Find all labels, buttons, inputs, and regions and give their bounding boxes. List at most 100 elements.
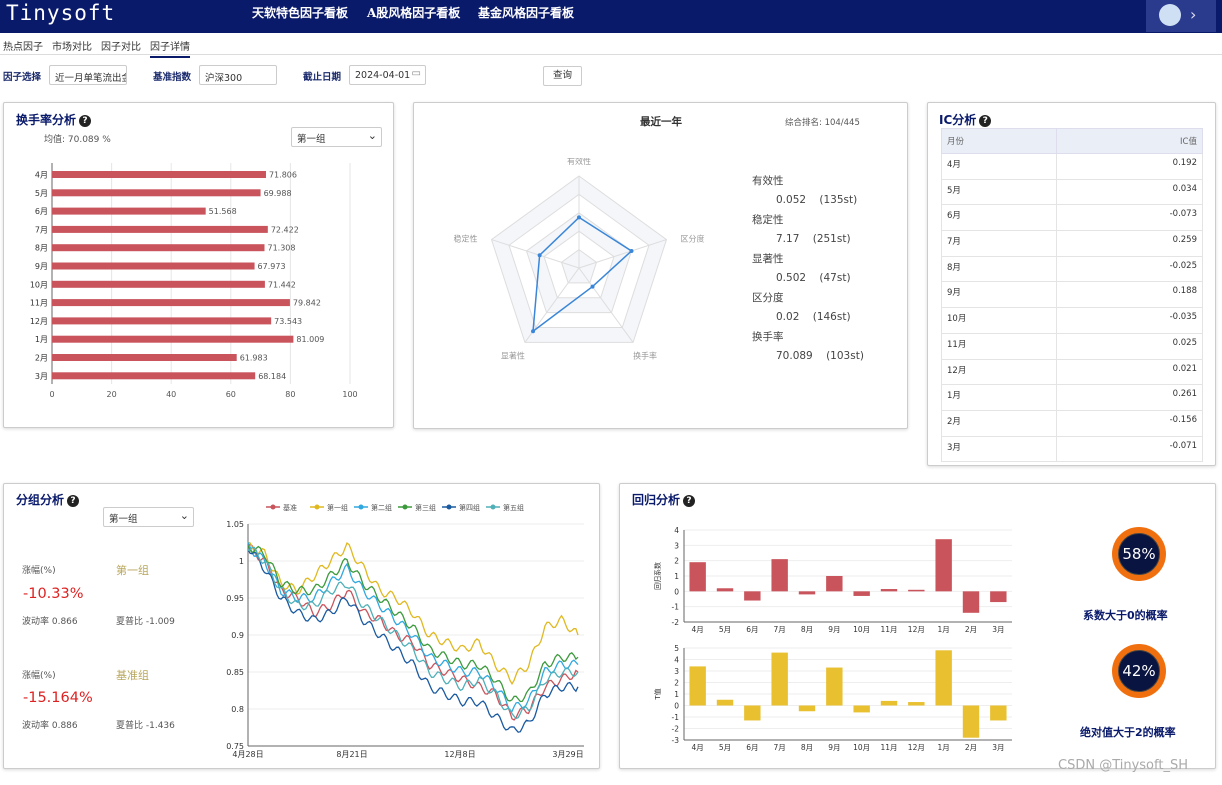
table-row: 11月 0.025 bbox=[940, 332, 1203, 360]
tab-factor-detail[interactable]: 因子详情 bbox=[150, 38, 190, 58]
x-tick-label: 100 bbox=[342, 390, 357, 399]
bar bbox=[798, 705, 816, 712]
y-tick-label: -1 bbox=[672, 713, 680, 722]
y-tick-label: 3 bbox=[674, 667, 679, 676]
x-tick-label: 11月 bbox=[880, 743, 897, 752]
table-row: 10月 -0.035 bbox=[940, 307, 1203, 334]
y-tick-label: 0 bbox=[674, 702, 679, 711]
group-title: 分组分析? bbox=[16, 491, 80, 508]
nav-tab-fund-style[interactable]: 基金风格因子看板 bbox=[478, 6, 575, 20]
turnover-group-select[interactable]: 第一组 ⌄ bbox=[291, 127, 382, 147]
tab-hot-factors[interactable]: 热点因子 bbox=[3, 42, 43, 53]
factor-input[interactable]: 近一月单笔流出金额占比 bbox=[49, 65, 127, 85]
radar-axis-label: 显著性 bbox=[501, 350, 525, 360]
axis-label: T值 bbox=[653, 688, 662, 700]
prob-abs2-value: 42% bbox=[1118, 650, 1160, 692]
chevron-right-icon[interactable]: › bbox=[1190, 5, 1197, 24]
y-tick-label: -1 bbox=[672, 603, 680, 612]
bar bbox=[52, 225, 268, 233]
nav-tab-tinysoft-factors[interactable]: 天软特色因子看板 bbox=[252, 6, 349, 20]
y-tick-label: 1.05 bbox=[226, 520, 244, 529]
date-value: 2024-04-01 bbox=[355, 70, 411, 81]
help-icon[interactable]: ? bbox=[67, 495, 80, 507]
x-tick-label: 8月 bbox=[801, 743, 813, 752]
ic-month-cell: 11月 bbox=[940, 332, 1058, 360]
radar-spoke bbox=[491, 239, 580, 269]
nav-tab-a-share-style[interactable]: A股风格因子看板 bbox=[367, 6, 461, 20]
query-button[interactable]: 查询 bbox=[543, 66, 582, 86]
date-label: 截止日期 bbox=[303, 72, 342, 83]
calendar-icon[interactable]: ▭ bbox=[411, 68, 421, 79]
ic-month-cell: 4月 bbox=[940, 153, 1058, 180]
metric-value: 70.089 (103st) bbox=[776, 350, 864, 362]
bar bbox=[935, 539, 952, 592]
data-label: 71.442 bbox=[268, 280, 296, 289]
help-icon[interactable]: ? bbox=[683, 495, 696, 507]
radar-axis-label: 区分度 bbox=[680, 234, 704, 244]
y-tick-label: 0.85 bbox=[226, 668, 244, 677]
y-tick-label: 4 bbox=[674, 526, 679, 535]
data-label: 79.842 bbox=[293, 299, 321, 308]
bar bbox=[744, 591, 761, 601]
index-input[interactable]: 沪深300 bbox=[199, 65, 277, 85]
top-bar: Tinysoft 天软特色因子看板 A股风格因子看板 基金风格因子看板 › bbox=[0, 0, 1222, 33]
help-icon[interactable]: ? bbox=[79, 115, 92, 127]
date-input[interactable]: 2024-04-01 ▭ bbox=[349, 65, 426, 85]
radar-rank: 综合排名: 104/445 bbox=[785, 118, 860, 128]
data-label: 67.973 bbox=[258, 262, 286, 271]
data-label: 81.009 bbox=[296, 335, 324, 344]
x-tick-label: 5月 bbox=[719, 743, 731, 752]
tab-market-compare[interactable]: 市场对比 bbox=[52, 42, 92, 53]
legend-marker bbox=[358, 504, 364, 510]
ic-table-wrap: 月份 IC值 4月 0.192 5月 0.034 6月 -0.073 7月 0.259 8月 -0… bbox=[940, 128, 1203, 463]
tab-factor-compare[interactable]: 因子对比 bbox=[101, 42, 141, 53]
y-tick-label: 6月 bbox=[35, 207, 48, 216]
prob-abs2-gauge: 42% bbox=[1112, 644, 1166, 698]
user-menu[interactable]: › bbox=[1146, 0, 1216, 32]
legend-marker bbox=[402, 504, 408, 510]
ic-month-cell: 1月 bbox=[940, 384, 1058, 411]
bar bbox=[962, 591, 980, 613]
ic-value-cell: -0.035 bbox=[1056, 307, 1203, 334]
y-tick-label: 3 bbox=[674, 541, 679, 550]
bar bbox=[798, 591, 816, 595]
bar bbox=[990, 591, 1007, 603]
bar bbox=[52, 280, 265, 288]
y-tick-label: 0.75 bbox=[226, 742, 244, 751]
metric-name: 换手率 bbox=[752, 331, 784, 343]
y-tick-label: 1月 bbox=[35, 335, 48, 344]
ic-month-cell: 9月 bbox=[940, 281, 1058, 309]
table-row: 9月 0.188 bbox=[940, 281, 1203, 309]
ic-value-cell: -0.073 bbox=[1056, 204, 1203, 232]
x-tick-label: 6月 bbox=[746, 743, 758, 752]
avatar[interactable] bbox=[1159, 4, 1181, 26]
ic-value-cell: 0.259 bbox=[1056, 230, 1203, 257]
bar bbox=[52, 171, 266, 178]
watermark: CSDN @Tinysoft_SH bbox=[1058, 758, 1188, 773]
bar bbox=[689, 666, 706, 706]
chevron-down-icon: ⌄ bbox=[179, 509, 189, 522]
bar bbox=[52, 299, 290, 307]
help-icon[interactable]: ? bbox=[979, 115, 992, 127]
ic-panel: IC分析? 月份 IC值 4月 0.192 5月 0.034 6月 -0.073 7月 0.2… bbox=[927, 102, 1216, 466]
x-tick-label: 9月 bbox=[828, 743, 840, 752]
factor-label: 因子选择 bbox=[3, 72, 42, 83]
y-tick-label: 10月 bbox=[30, 280, 48, 289]
data-label: 69.988 bbox=[264, 189, 292, 198]
x-tick-label: 12月 bbox=[908, 743, 925, 752]
series-line bbox=[247, 545, 579, 703]
metric-value: 7.17 (251st) bbox=[776, 233, 851, 245]
logo: Tinysoft bbox=[6, 1, 116, 25]
x-tick-label: 10月 bbox=[853, 625, 870, 634]
group-select[interactable]: 第一组 ⌄ bbox=[103, 507, 194, 527]
bar bbox=[908, 589, 925, 592]
x-tick-label: 1月 bbox=[938, 743, 950, 752]
sub-nav: 热点因子 市场对比 因子对比 因子详情 bbox=[0, 33, 1222, 58]
bar bbox=[990, 705, 1007, 721]
g2-name: 基准组 bbox=[116, 669, 149, 682]
ic-title: IC分析? bbox=[939, 111, 992, 128]
table-row: 12月 0.021 bbox=[940, 358, 1203, 386]
y-tick-label: -2 bbox=[672, 725, 680, 734]
metric-name: 区分度 bbox=[752, 292, 784, 304]
y-tick-label: 12月 bbox=[30, 317, 48, 326]
